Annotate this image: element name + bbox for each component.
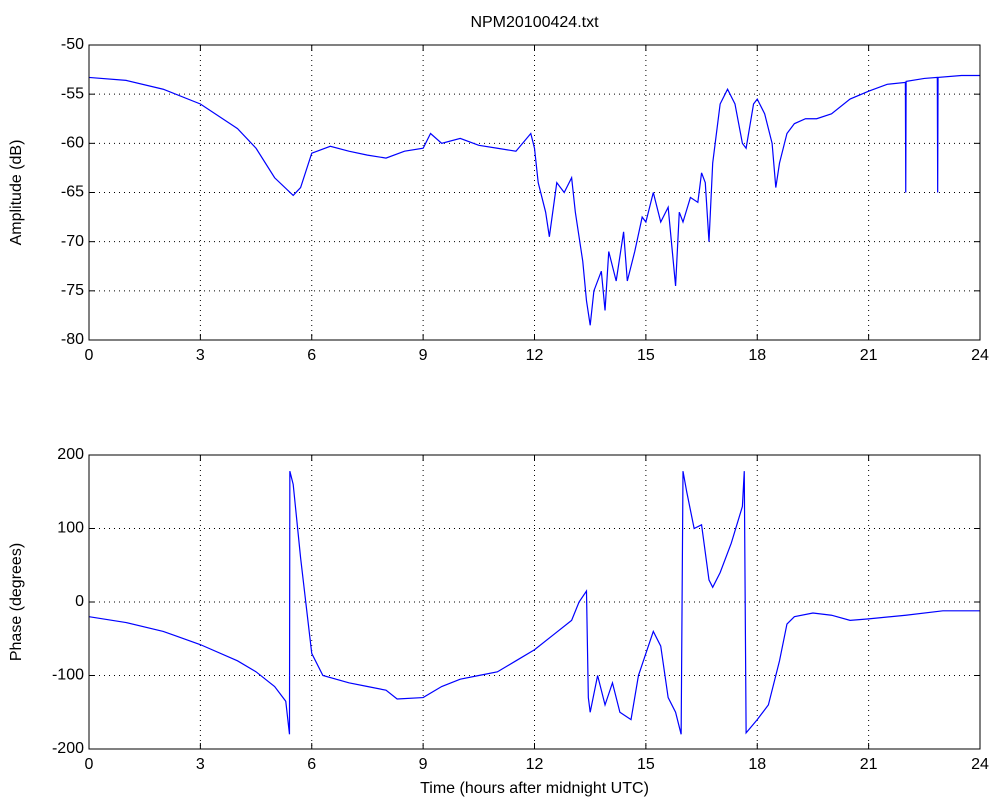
x-tick-label: 12	[526, 756, 544, 773]
y-tick-label: -50	[61, 36, 84, 53]
y-tick-label: -70	[61, 233, 84, 250]
y-tick-label: -80	[61, 331, 84, 348]
x-tick-label: 18	[748, 756, 766, 773]
x-tick-label: 9	[419, 347, 428, 364]
y-tick-label: -200	[52, 740, 84, 757]
y-axis-label: Amplitude (dB)	[8, 140, 25, 246]
data-line	[88, 74, 980, 326]
x-tick-label: 24	[971, 756, 989, 773]
x-tick-label: 0	[85, 347, 94, 364]
x-tick-label: 0	[85, 756, 94, 773]
axes-box	[88, 454, 981, 750]
y-axis-label: Phase (degrees)	[8, 543, 25, 661]
x-tick-label: 12	[526, 347, 544, 364]
chart-title: NPM20100424.txt	[470, 14, 599, 31]
y-tick-label: 0	[75, 593, 84, 610]
y-tick-label: -75	[61, 282, 84, 299]
x-tick-label: 3	[196, 347, 205, 364]
x-tick-label: 24	[971, 347, 989, 364]
y-tick-label: -55	[61, 85, 84, 102]
x-axis-label: Time (hours after midnight UTC)	[420, 780, 649, 797]
y-tick-label: -100	[52, 667, 84, 684]
y-tick-label: -65	[61, 184, 84, 201]
y-tick-label: 200	[57, 446, 84, 463]
axes-box	[88, 44, 981, 341]
x-tick-label: 15	[637, 756, 655, 773]
x-tick-label: 3	[196, 756, 205, 773]
data-line	[88, 471, 980, 735]
y-tick-label: 100	[57, 520, 84, 537]
x-tick-label: 6	[307, 347, 316, 364]
x-tick-label: 6	[307, 756, 316, 773]
x-tick-label: 21	[860, 756, 878, 773]
x-tick-label: 18	[748, 347, 766, 364]
x-tick-label: 9	[419, 756, 428, 773]
y-tick-label: -60	[61, 135, 84, 152]
x-tick-label: 15	[637, 347, 655, 364]
x-tick-label: 21	[860, 347, 878, 364]
